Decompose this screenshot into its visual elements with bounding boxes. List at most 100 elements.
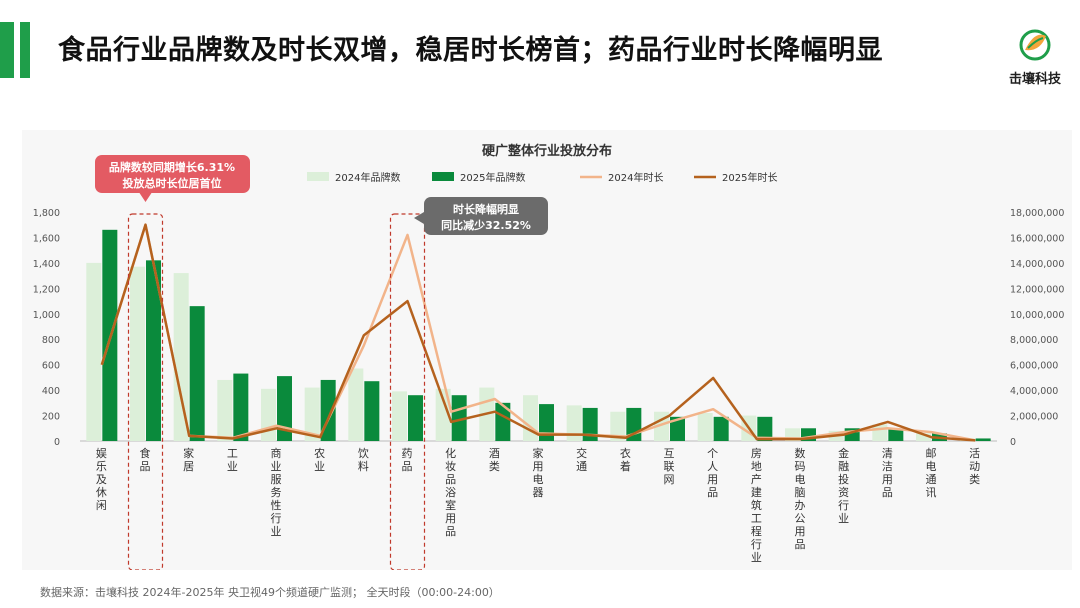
x-axis-category-label: 个人用品 (707, 447, 718, 499)
bar-2025-3 (189, 306, 205, 441)
x-axis-category-char: 联 (664, 460, 675, 473)
x-axis-category-char: 饮 (358, 447, 369, 460)
x-axis-category-char: 通 (576, 460, 587, 473)
x-axis-category-char: 闲 (96, 498, 107, 512)
callout-drug-line-2: 同比减少32.52% (441, 218, 531, 232)
right-axis-tick-label: 10,000,000 (1010, 310, 1064, 321)
right-axis-tick-label: 2,000,000 (1010, 412, 1058, 423)
bar-2024-3 (173, 273, 189, 441)
x-axis-category-char: 家 (533, 446, 544, 460)
x-axis-category-label: 家用电器 (533, 446, 544, 499)
chart-title: 硬广整体行业投放分布 (482, 143, 612, 159)
x-axis-category-char: 数 (795, 447, 806, 460)
bar-2025-4 (233, 373, 249, 441)
logo-text: 击壤科技 (1008, 72, 1061, 87)
x-axis-category-char: 讯 (926, 486, 937, 499)
x-axis-category-char: 居 (183, 460, 194, 473)
left-axis-tick-label: 1,600 (33, 233, 60, 244)
x-axis-category-char: 食 (140, 446, 151, 460)
bar-2025-10 (495, 402, 511, 441)
x-axis-category-char: 地 (751, 460, 762, 473)
x-axis-category-char: 化 (445, 446, 456, 460)
bar-2025-19 (888, 429, 904, 441)
bar-2025-7 (364, 381, 380, 441)
bar-2024-4 (217, 379, 233, 441)
x-axis-category-label: 酒类 (489, 447, 500, 473)
highlight-box-food (127, 213, 164, 570)
x-axis-category-char: 及 (96, 473, 107, 486)
x-axis-category-char: 网 (664, 473, 675, 486)
left-axis-tick-label: 200 (42, 412, 60, 423)
industry-chart: 硬广整体行业投放分布 2024年品牌数 2025年品牌数 2024年时长 2025年时长… (33, 143, 1064, 570)
x-axis-category-char: 金 (838, 446, 849, 460)
x-axis-category-char: 人 (707, 460, 718, 473)
x-axis-category-char: 药 (402, 447, 413, 460)
bar-2025-9 (451, 395, 467, 441)
x-axis-category-char: 业 (751, 551, 762, 564)
x-axis-category-char: 动 (969, 460, 980, 473)
bar-2025-2 (146, 260, 161, 441)
x-axis-category-char: 用 (533, 460, 544, 473)
title-accent-bar-secondary (20, 22, 30, 78)
bar-2024-2 (130, 266, 145, 441)
bar-2024-5 (261, 388, 276, 441)
x-axis-category-char: 类 (489, 459, 500, 473)
x-axis-category-char: 互 (664, 447, 675, 460)
x-axis-category-char: 房 (751, 447, 762, 460)
x-axis-category-char: 脑 (795, 486, 806, 499)
x-axis-category-char: 类 (969, 472, 980, 486)
bar-2024-7 (348, 368, 364, 441)
x-axis-category-label: 食品 (140, 446, 151, 473)
x-axis-category-label: 家居 (183, 446, 194, 473)
right-axis-tick-label: 4,000,000 (1010, 386, 1058, 397)
bar-2024-13 (610, 411, 626, 441)
x-axis-category-char: 公 (795, 512, 806, 525)
x-axis-category-label: 衣着 (620, 446, 631, 473)
x-axis-category-char: 妆 (445, 460, 456, 473)
x-axis-category-char: 用 (795, 525, 806, 538)
chart-panel: 硬广整体行业投放分布 2024年品牌数 2025年品牌数 2024年时长 2025年时长… (22, 130, 1072, 570)
x-axis-category-char: 程 (751, 525, 762, 538)
bar-2025-21 (975, 438, 991, 441)
callout-food-pointer (139, 193, 152, 202)
x-axis-category-char: 筑 (751, 498, 762, 512)
legend-label-2: 2025年品牌数 (460, 171, 525, 184)
bar-2025-5 (277, 376, 292, 441)
callout-drug-line-1: 时长降幅明显 (453, 202, 519, 216)
callout-food-line-1: 品牌数较同期增长6.31% (109, 160, 235, 174)
x-axis-category-char: 投 (838, 472, 849, 486)
x-axis-category-char: 业 (227, 460, 238, 473)
x-axis-category-char: 品 (882, 486, 893, 499)
x-axis-category-char: 行 (838, 499, 849, 512)
bar-2025-16 (757, 416, 773, 441)
x-axis-category-char: 品 (707, 486, 718, 499)
x-axis-category-char: 电 (533, 473, 544, 486)
slide-title: 食品行业品牌数及时长双增，稳居时长榜首；药品行业时长降幅明显 (58, 35, 883, 66)
x-axis-category-char: 品 (445, 473, 456, 486)
line-2025-duration (100, 223, 976, 442)
bar-2024-12 (566, 405, 582, 441)
x-axis-category-char: 业 (314, 460, 325, 473)
x-axis-category-char: 通 (926, 473, 937, 486)
left-axis-tick-label: 1,400 (33, 259, 60, 270)
data-source-note: 数据来源：击壤科技 2024年-2025年 央卫视49个频道硬广监测； 全天时段… (40, 586, 500, 599)
left-axis-tick-label: 400 (42, 386, 60, 397)
x-axis-category-label: 互联网 (664, 447, 675, 486)
line-2024-duration (100, 223, 976, 442)
x-axis-category-label: 药品 (402, 447, 413, 473)
x-axis-category-label: 金融投资行业 (838, 446, 849, 525)
legend-label-1: 2024年品牌数 (335, 171, 400, 184)
x-axis-category-char: 用 (707, 473, 718, 486)
x-axis-category-char: 业 (838, 512, 849, 525)
callout-drug-box (424, 197, 548, 235)
left-axis-tick-label: 0 (54, 437, 60, 448)
legend-label-3: 2024年时长 (608, 171, 663, 184)
bar-2024-6 (304, 387, 320, 441)
x-axis-category-char: 个 (707, 447, 718, 460)
bar-2024-15 (697, 413, 713, 441)
left-axis-tick-label: 600 (42, 361, 60, 372)
x-axis-category-label: 商业服务性行业 (271, 446, 282, 538)
right-axis-tick-label: 16,000,000 (1010, 233, 1064, 244)
callout-drug-pointer (414, 212, 424, 224)
bar-2025-8 (408, 395, 423, 441)
